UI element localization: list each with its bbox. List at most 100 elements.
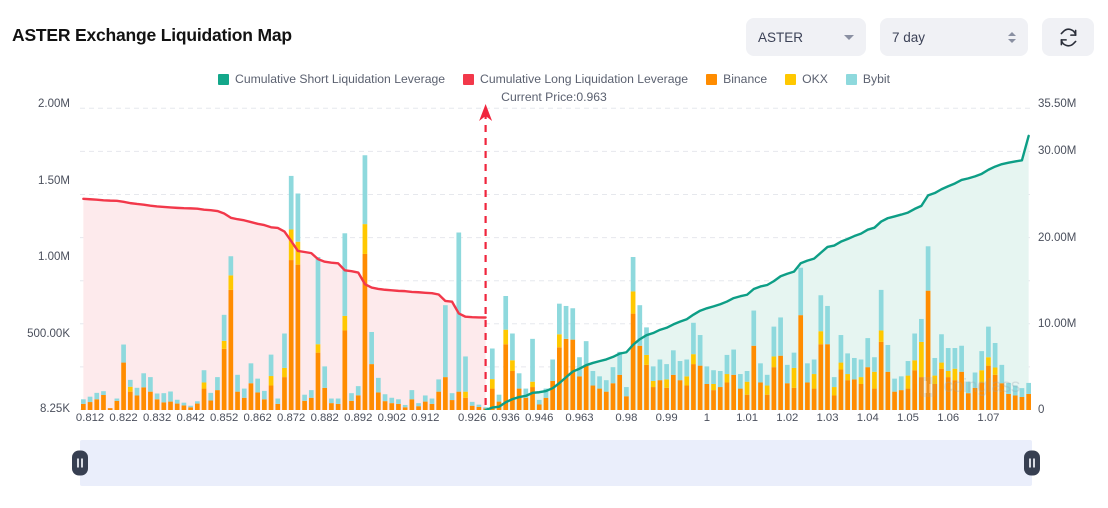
legend-item-okx[interactable]: OKX xyxy=(785,72,828,86)
bar-segment[interactable] xyxy=(429,398,435,404)
bar-segment[interactable] xyxy=(563,305,569,339)
bar-segment[interactable] xyxy=(355,386,361,396)
bar-segment[interactable] xyxy=(992,342,998,368)
range-slider[interactable] xyxy=(72,440,1040,486)
bar-segment[interactable] xyxy=(268,354,274,377)
bar-segment[interactable] xyxy=(463,356,468,392)
bar-segment[interactable] xyxy=(919,318,924,342)
bar-segment[interactable] xyxy=(825,344,830,410)
bar-segment[interactable] xyxy=(302,394,307,401)
bar-segment[interactable] xyxy=(845,380,850,410)
bar-segment[interactable] xyxy=(630,291,636,314)
bar-segment[interactable] xyxy=(536,399,542,405)
bar-segment[interactable] xyxy=(349,400,354,410)
bar-segment[interactable] xyxy=(577,357,582,377)
bar-segment[interactable] xyxy=(295,241,301,265)
bar-segment[interactable] xyxy=(724,382,730,410)
bar-segment[interactable] xyxy=(134,395,140,410)
bar-segment[interactable] xyxy=(945,370,951,378)
bar-segment[interactable] xyxy=(543,388,549,398)
bar-segment[interactable] xyxy=(416,403,421,407)
bar-segment[interactable] xyxy=(134,387,140,396)
bar-segment[interactable] xyxy=(952,380,958,410)
bar-segment[interactable] xyxy=(650,380,656,388)
bar-segment[interactable] xyxy=(228,289,234,410)
bar-segment[interactable] xyxy=(436,391,442,410)
bar-segment[interactable] xyxy=(791,352,797,368)
bar-segment[interactable] xyxy=(878,330,884,342)
bar-segment[interactable] xyxy=(557,303,562,335)
bar-segment[interactable] xyxy=(664,364,669,380)
bar-segment[interactable] xyxy=(952,348,958,369)
bar-segment[interactable] xyxy=(161,402,167,410)
bar-segment[interactable] xyxy=(268,385,274,410)
bar-segment[interactable] xyxy=(315,352,321,410)
bar-segment[interactable] xyxy=(342,233,348,316)
bar-segment[interactable] xyxy=(456,391,462,410)
bar-segment[interactable] xyxy=(375,392,381,410)
bar-segment[interactable] xyxy=(1012,395,1018,410)
bar-segment[interactable] xyxy=(188,405,193,408)
bar-segment[interactable] xyxy=(101,395,106,410)
bar-segment[interactable] xyxy=(510,360,515,371)
bar-segment[interactable] xyxy=(738,374,743,389)
bar-segment[interactable] xyxy=(181,405,187,410)
bar-segment[interactable] xyxy=(181,402,187,406)
bar-segment[interactable] xyxy=(697,335,703,366)
bar-segment[interactable] xyxy=(429,403,435,410)
bar-segment[interactable] xyxy=(784,364,790,384)
bar-segment[interactable] xyxy=(483,407,488,409)
bar-segment[interactable] xyxy=(489,379,495,389)
bar-segment[interactable] xyxy=(275,403,281,410)
bar-segment[interactable] xyxy=(476,404,482,407)
bar-segment[interactable] xyxy=(557,347,562,410)
bar-segment[interactable] xyxy=(543,397,549,410)
bar-segment[interactable] xyxy=(154,393,160,400)
time-range-select[interactable]: 7 day xyxy=(880,18,1028,56)
bar-segment[interactable] xyxy=(315,257,321,345)
bar-segment[interactable] xyxy=(650,366,656,381)
bar-segment[interactable] xyxy=(248,363,254,384)
bar-segment[interactable] xyxy=(932,383,938,410)
bar-segment[interactable] xyxy=(148,377,153,392)
bar-segment[interactable] xyxy=(322,387,328,410)
bar-segment[interactable] xyxy=(228,275,234,290)
bar-segment[interactable] xyxy=(945,348,951,371)
bar-segment[interactable] xyxy=(215,390,220,410)
bar-segment[interactable] xyxy=(811,359,817,375)
bar-segment[interactable] xyxy=(523,388,529,398)
bar-segment[interactable] xyxy=(369,331,374,365)
bar-segment[interactable] xyxy=(503,344,509,410)
bar-segment[interactable] xyxy=(235,374,240,392)
bar-segment[interactable] xyxy=(858,383,864,410)
bar-segment[interactable] xyxy=(194,401,200,404)
bar-segment[interactable] xyxy=(778,317,783,356)
bar-segment[interactable] xyxy=(295,264,301,410)
bar-segment[interactable] xyxy=(731,374,737,410)
bar-segment[interactable] xyxy=(805,363,810,383)
slider-handle-right[interactable] xyxy=(1024,450,1040,476)
bar-segment[interactable] xyxy=(657,380,663,410)
bar-segment[interactable] xyxy=(939,334,944,363)
bar-segment[interactable] xyxy=(697,365,703,410)
bar-segment[interactable] xyxy=(751,345,757,410)
bar-segment[interactable] xyxy=(999,364,1005,384)
bar-segment[interactable] xyxy=(811,374,817,389)
bar-segment[interactable] xyxy=(248,383,254,410)
bar-segment[interactable] xyxy=(362,253,368,410)
bar-segment[interactable] xyxy=(610,367,616,384)
bar-segment[interactable] xyxy=(677,361,683,381)
bar-segment[interactable] xyxy=(563,338,569,410)
bar-segment[interactable] xyxy=(912,360,918,371)
bar-segment[interactable] xyxy=(878,341,884,410)
bar-segment[interactable] xyxy=(87,402,93,410)
bar-segment[interactable] xyxy=(282,367,287,378)
bar-segment[interactable] xyxy=(905,375,911,389)
bar-segment[interactable] xyxy=(784,383,790,410)
bar-segment[interactable] xyxy=(141,387,147,410)
bar-segment[interactable] xyxy=(603,380,609,392)
bar-segment[interactable] xyxy=(329,398,334,404)
bar-segment[interactable] xyxy=(831,387,837,396)
bar-segment[interactable] xyxy=(121,344,126,363)
bar-segment[interactable] xyxy=(396,403,401,410)
